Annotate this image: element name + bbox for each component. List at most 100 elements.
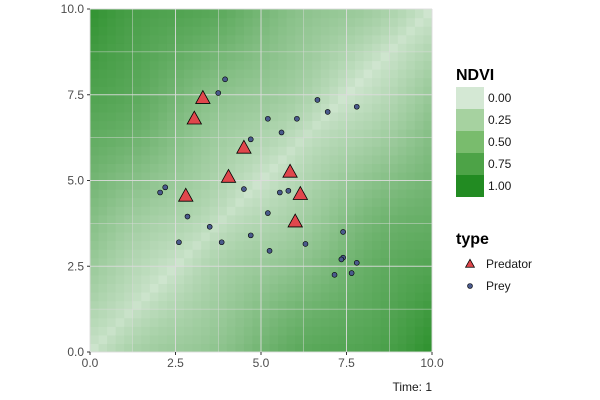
ndvi-cell	[115, 129, 125, 139]
ndvi-cell	[98, 283, 108, 293]
ndvi-cell	[261, 146, 271, 156]
ndvi-cell	[414, 69, 425, 79]
ndvi-cell	[320, 274, 330, 284]
ndvi-cell	[107, 197, 117, 207]
ndvi-cell	[397, 214, 407, 224]
ndvi-cell	[252, 266, 262, 276]
ndvi-cell	[346, 137, 356, 147]
ndvi-cell	[149, 206, 159, 216]
ndvi-cell	[192, 283, 202, 293]
ndvi-cell	[141, 77, 151, 87]
ndvi-cell	[192, 86, 202, 96]
ndvi-cell	[115, 326, 125, 336]
ndvi-cell	[278, 171, 288, 182]
ndvi-cell	[235, 43, 245, 53]
ndvi-cell	[115, 77, 125, 87]
ndvi-cell	[355, 214, 365, 224]
ndvi-cell	[132, 60, 142, 70]
ndvi-cell	[209, 154, 219, 164]
ndvi-cell	[346, 60, 356, 70]
ndvi-cell	[295, 257, 305, 267]
ndvi-cell	[389, 17, 399, 27]
ndvi-cell	[286, 26, 296, 36]
ndvi-cell	[107, 94, 117, 104]
ndvi-cell	[329, 231, 339, 242]
ndvi-cell	[337, 317, 348, 327]
ndvi-cell	[406, 240, 416, 250]
ndvi-cell	[269, 240, 279, 250]
ndvi-cell	[423, 154, 432, 164]
ndvi-cell	[201, 274, 211, 284]
ndvi-cell	[90, 120, 100, 130]
ndvi-cell	[278, 206, 288, 216]
ndvi-cell	[355, 206, 365, 216]
ndvi-cell	[243, 274, 254, 284]
ndvi-cell	[295, 214, 305, 224]
ndvi-cell	[397, 274, 407, 284]
ndvi-cell	[380, 240, 390, 250]
legend-prey-icon	[467, 283, 473, 289]
ndvi-cell	[389, 69, 399, 79]
ndvi-cell	[320, 231, 330, 242]
ndvi-cell	[98, 120, 108, 130]
ndvi-cell	[389, 51, 399, 62]
ndvi-cell	[363, 34, 373, 44]
ndvi-cell	[423, 300, 432, 310]
ndvi-cell	[201, 17, 211, 27]
ndvi-cell	[90, 206, 100, 216]
ndvi-cell	[355, 283, 365, 293]
ndvi-cell	[397, 111, 407, 122]
ndvi-cell	[397, 154, 407, 164]
ndvi-cell	[252, 189, 262, 199]
ndvi-cell	[226, 214, 236, 224]
ndvi-cell	[389, 120, 399, 130]
ndvi-cell	[115, 94, 125, 104]
ndvi-cell	[269, 77, 279, 87]
ndvi-cell	[158, 291, 168, 302]
ndvi-cell	[320, 137, 330, 147]
ndvi-cell	[184, 9, 194, 19]
ndvi-cell	[184, 334, 194, 345]
ndvi-cell	[252, 326, 262, 336]
ndvi-cell	[397, 163, 407, 173]
ndvi-cell	[132, 274, 142, 284]
ndvi-cell	[184, 249, 194, 259]
ndvi-cell	[397, 283, 407, 293]
ndvi-cell	[124, 111, 134, 122]
ndvi-cell	[141, 34, 151, 44]
ndvi-cell	[337, 214, 348, 224]
ndvi-cell	[261, 154, 271, 164]
ndvi-cell	[414, 137, 425, 147]
ndvi-cell	[243, 120, 254, 130]
ndvi-cell	[337, 223, 348, 233]
ndvi-cell	[166, 326, 177, 336]
y-tick-label: 7.5	[67, 88, 84, 102]
ndvi-cell	[269, 103, 279, 113]
ndvi-cell	[278, 197, 288, 207]
ndvi-cell	[90, 129, 100, 139]
ndvi-cell	[303, 9, 313, 19]
ndvi-cell	[406, 154, 416, 164]
ndvi-cell	[184, 103, 194, 113]
ndvi-cell	[124, 283, 134, 293]
ndvi-cell	[149, 300, 159, 310]
ndvi-cell	[141, 197, 151, 207]
ndvi-cell	[192, 214, 202, 224]
ndvi-cell	[406, 34, 416, 44]
ndvi-cell	[201, 266, 211, 276]
ndvi-cell	[337, 309, 348, 319]
ndvi-cell	[278, 343, 288, 352]
ndvi-cell	[201, 334, 211, 345]
ndvi-cell	[329, 9, 339, 19]
ndvi-cell	[329, 17, 339, 27]
ndvi-cell	[363, 77, 373, 87]
ndvi-cell	[141, 9, 151, 19]
ndvi-cell	[423, 343, 432, 352]
ndvi-cell	[363, 86, 373, 96]
ndvi-cell	[218, 206, 228, 216]
ndvi-cell	[141, 60, 151, 70]
ndvi-cell	[389, 223, 399, 233]
ndvi-cell	[278, 26, 288, 36]
ndvi-cell	[389, 137, 399, 147]
ndvi-cell	[192, 197, 202, 207]
